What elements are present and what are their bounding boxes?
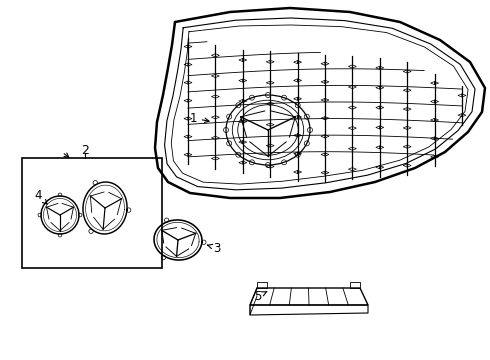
Text: 4: 4 <box>34 189 47 204</box>
Bar <box>257 282 267 288</box>
Text: 2: 2 <box>81 144 89 157</box>
Text: 1: 1 <box>189 112 209 125</box>
Bar <box>350 282 360 288</box>
Text: 3: 3 <box>208 242 220 255</box>
Bar <box>22 158 162 268</box>
Text: 5: 5 <box>254 289 267 302</box>
